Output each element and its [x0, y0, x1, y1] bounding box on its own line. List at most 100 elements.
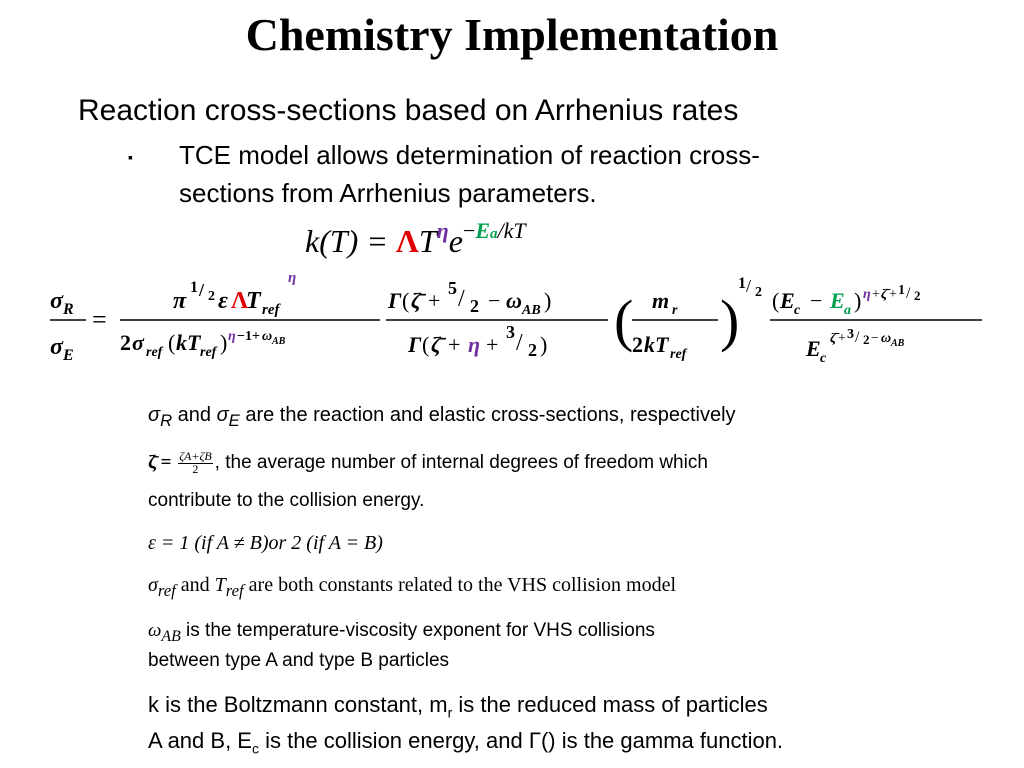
svg-text:2: 2 [632, 332, 643, 357]
formula-lhs: k(T) = [305, 223, 396, 259]
svg-text:/: / [458, 286, 465, 312]
svg-text:AB: AB [521, 303, 541, 318]
formula-over-kT: /kT [497, 218, 526, 243]
svg-text:+: + [889, 287, 897, 302]
svg-text:−1+: −1+ [237, 329, 260, 344]
svg-text:−: − [871, 331, 879, 346]
svg-text:2: 2 [120, 330, 131, 355]
note1-R-sub: R [160, 411, 173, 430]
svg-text:2: 2 [863, 332, 870, 347]
note-zeta-line2: contribute to the collision energy. [148, 490, 425, 511]
note2-rest: , the average number of internal degrees… [214, 452, 708, 474]
svg-text:a: a [844, 303, 851, 318]
note4-ref1: ref [157, 581, 176, 600]
note-epsilon: ε = 1 (if A ≠ B)or 2 (if A = B) [148, 532, 383, 555]
svg-text:ref: ref [146, 345, 164, 360]
svg-text:E: E [829, 288, 845, 313]
svg-text:η: η [228, 329, 236, 344]
svg-text:c: c [820, 351, 827, 366]
note3-epsilon-text: ε = 1 (if A ≠ B)or 2 (if A = B) [148, 532, 383, 554]
note1-E-sub: E [228, 411, 240, 430]
svg-text:ref: ref [670, 347, 688, 362]
formula-Ea: E [475, 218, 491, 243]
note5-AB: AB [161, 627, 181, 645]
svg-text:ζ̄: ζ̄ [881, 287, 891, 302]
note-omega-line2: between type A and type B particles [148, 650, 450, 671]
note1-sigma-e: σ [216, 404, 229, 426]
svg-text:+: + [486, 332, 498, 357]
note-sigma-definitions: σR and σE are the reaction and elastic c… [148, 404, 736, 431]
svg-text:/: / [516, 330, 523, 356]
svg-text:−: − [488, 288, 500, 313]
svg-text:ε: ε [218, 288, 228, 314]
note6-cc: c [251, 740, 259, 757]
svg-text:1: 1 [190, 279, 198, 296]
bullet-line-2: sections from Arrhenius parameters. [179, 178, 597, 208]
svg-text:ref: ref [200, 345, 218, 360]
note-boltzmann: k is the Boltzmann constant, mr is the r… [148, 692, 768, 720]
svg-text:−: − [810, 288, 822, 313]
note5-omega: ω [148, 620, 162, 641]
svg-text:(: ( [402, 288, 409, 313]
svg-text:): ) [720, 288, 739, 353]
svg-text:): ) [220, 330, 227, 355]
svg-text:AB: AB [890, 338, 905, 349]
svg-text:(: ( [422, 332, 429, 357]
arrhenius-formula: k(T) = ΛTηe−Ea/kT [305, 218, 526, 260]
note6-r: r [447, 704, 453, 721]
note6-d: is the collision energy, and Γ() is the … [258, 728, 784, 753]
svg-text:Γ: Γ [387, 288, 402, 313]
note4-T: T [214, 574, 226, 596]
svg-text:): ) [540, 332, 547, 357]
svg-text:ζ̄: ζ̄ [411, 288, 427, 313]
svg-text:+: + [872, 287, 880, 302]
note5-rest: is the temperature-viscosity exponent fo… [180, 620, 655, 641]
svg-text:+: + [838, 331, 846, 346]
svg-text:Λ: Λ [231, 288, 249, 314]
note-omega: ωAB is the temperature-viscosity exponen… [148, 620, 655, 646]
bullet-marker: ▪ [128, 149, 133, 165]
note4-rest: are both constants related to the VHS co… [243, 574, 676, 596]
formula-T: T [418, 223, 437, 259]
svg-text:π: π [173, 288, 187, 314]
svg-text:=: = [92, 305, 107, 334]
note-zeta-definition: ζ̄ = ζA+ζB 2 , the average number of inter… [148, 449, 708, 476]
note4-sigma: σ [148, 574, 158, 596]
svg-text:kT: kT [644, 332, 670, 357]
formula-minus: − [462, 218, 476, 243]
note6-a: k is the Boltzmann constant, m [148, 692, 448, 717]
svg-text:3: 3 [847, 327, 854, 342]
svg-text:E: E [805, 336, 821, 361]
svg-text:σR: σR [50, 288, 74, 318]
formula-a-sub: a [490, 226, 498, 242]
cross-section-ratio-formula: σR σE = π 1 / 2 ε Λ T ref η 2 σ ref ( kT… [48, 268, 988, 378]
note1-rest: are the reaction and elastic cross-secti… [239, 404, 736, 426]
note4-ref2: ref [225, 581, 244, 600]
svg-text:ω: ω [506, 288, 522, 313]
svg-text:/: / [906, 285, 911, 302]
svg-text:c: c [794, 303, 801, 318]
svg-text:+: + [448, 332, 460, 357]
svg-text:ω: ω [262, 329, 272, 344]
note2-zeta: ζ̄ = [148, 452, 177, 474]
svg-text:3: 3 [506, 322, 515, 342]
svg-text:σ: σ [132, 330, 145, 355]
section-heading: Reaction cross-sections based on Arrheni… [78, 94, 739, 127]
svg-text:(: ( [168, 330, 175, 355]
svg-text:ζ̄: ζ̄ [431, 332, 447, 357]
note2-frac-den: 2 [192, 462, 199, 476]
svg-text:ζ̄: ζ̄ [830, 331, 840, 346]
formula-eta: η [436, 218, 449, 243]
svg-text:AB: AB [271, 336, 286, 347]
note1-sigma-r: σ [148, 404, 161, 426]
svg-text:2: 2 [914, 288, 921, 303]
svg-text:/: / [198, 280, 205, 300]
svg-text:(: ( [772, 288, 779, 313]
svg-text:m: m [652, 288, 669, 313]
svg-text:η: η [288, 270, 296, 286]
svg-text:+: + [428, 288, 440, 313]
note6-c: A and B, E [148, 728, 252, 753]
note4-and: and [175, 574, 215, 596]
svg-text:Γ: Γ [407, 332, 422, 357]
svg-text:E: E [779, 288, 795, 313]
